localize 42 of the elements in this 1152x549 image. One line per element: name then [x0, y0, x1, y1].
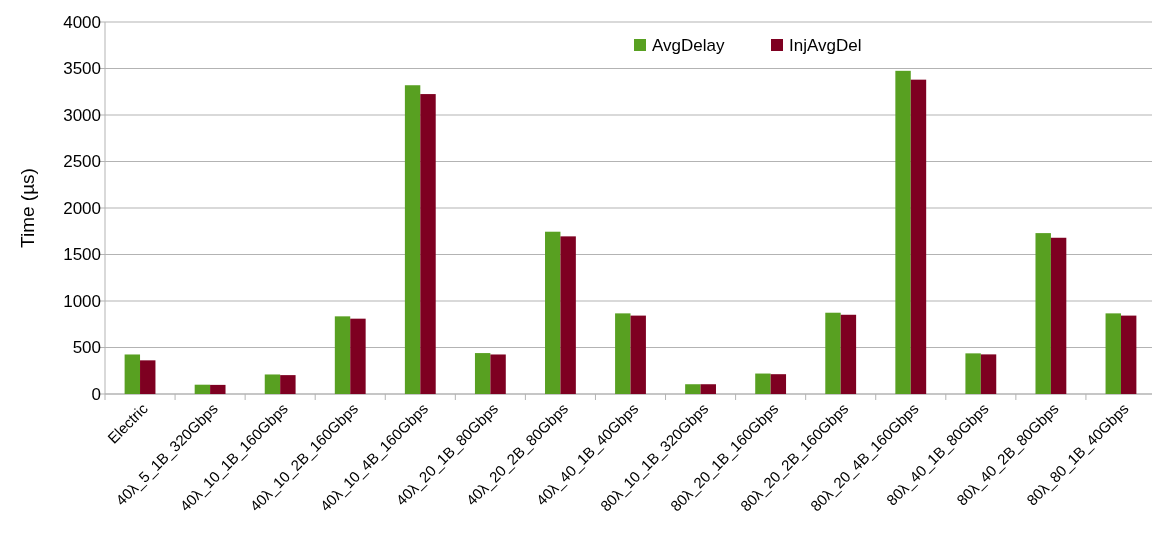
bar	[895, 70, 911, 394]
bar	[264, 374, 281, 394]
bar	[965, 353, 981, 394]
bar	[980, 354, 997, 394]
y-tick-label: 3500	[63, 59, 101, 79]
legend-label: AvgDelay	[652, 35, 725, 55]
bar	[404, 85, 421, 394]
bar	[194, 384, 211, 394]
bar	[1050, 237, 1067, 394]
bar	[140, 360, 156, 394]
bar	[474, 353, 491, 394]
bar	[545, 231, 561, 394]
bar	[350, 318, 366, 394]
bar	[910, 79, 927, 394]
y-tick-label: 1500	[63, 245, 101, 265]
bar	[334, 316, 351, 394]
bar	[770, 374, 787, 394]
legend-label: InjAvgDel	[789, 35, 862, 55]
y-tick-label: 500	[72, 338, 101, 358]
y-tick-label: 1000	[63, 291, 101, 311]
bar	[825, 312, 841, 394]
bar	[615, 313, 631, 394]
y-tick-label: 0	[91, 384, 101, 404]
bar	[1035, 233, 1051, 394]
bar	[1105, 313, 1121, 394]
bar	[124, 354, 141, 394]
bar	[280, 375, 296, 394]
bar	[1120, 315, 1137, 394]
y-tick-label: 2000	[63, 198, 101, 218]
bar	[630, 315, 646, 394]
bar	[840, 314, 857, 394]
y-tick-label: 4000	[63, 12, 101, 32]
bar	[560, 236, 576, 394]
bar	[755, 373, 771, 394]
bar	[685, 384, 701, 394]
y-tick-label: 3000	[63, 105, 101, 125]
bar	[490, 354, 506, 394]
bar	[210, 384, 226, 394]
bar	[420, 94, 436, 394]
bar	[700, 384, 716, 394]
y-tick-label: 2500	[63, 152, 101, 172]
y-axis-title: Time (µs)	[17, 168, 38, 248]
